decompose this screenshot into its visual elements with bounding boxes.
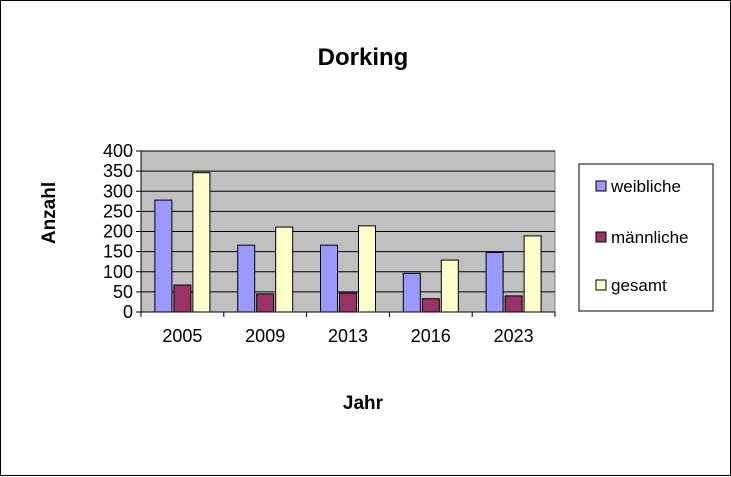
- bar: [154, 199, 173, 313]
- bar: [173, 284, 192, 313]
- x-tick-label: 2005: [162, 326, 202, 346]
- y-tick-label: 250: [103, 201, 133, 221]
- y-tick-label: 100: [103, 262, 133, 282]
- bar: [421, 298, 440, 313]
- bar: [237, 244, 256, 313]
- legend: weibliche männliche gesamt: [578, 163, 714, 312]
- x-tick-label: 2016: [411, 326, 451, 346]
- legend-swatch: [595, 231, 607, 243]
- bar: [275, 226, 294, 313]
- bar: [256, 293, 275, 313]
- x-tick-label: 2013: [328, 326, 368, 346]
- y-tick-label: 300: [103, 181, 133, 201]
- y-tick-label: 200: [103, 222, 133, 242]
- axes: [136, 150, 556, 317]
- bar: [339, 292, 357, 313]
- y-tick-label: 0: [123, 302, 133, 322]
- bar: [440, 259, 459, 313]
- chart-title: Dorking: [318, 44, 409, 71]
- legend-label: männliche: [611, 228, 689, 247]
- x-tick-label: 2009: [245, 326, 285, 346]
- bar: [358, 225, 376, 313]
- y-tick-label: 400: [103, 141, 133, 161]
- x-tick-labels: 2005 2009 2013 2016 2023: [162, 326, 533, 346]
- legend-swatch: [595, 279, 607, 291]
- legend-swatch: [595, 180, 607, 192]
- x-tick-label: 2023: [494, 326, 534, 346]
- legend-label: weibliche: [610, 177, 681, 196]
- bar: [485, 251, 504, 313]
- y-tick-label: 350: [103, 161, 133, 181]
- bar: [504, 295, 523, 313]
- bar: [192, 172, 211, 313]
- bars: [154, 172, 542, 313]
- y-tick-label: 150: [103, 242, 133, 262]
- y-axis-title: Anzahl: [39, 182, 60, 244]
- bar: [320, 244, 338, 313]
- legend-label: gesamt: [611, 276, 667, 295]
- x-axis-title: Jahr: [343, 393, 384, 414]
- bar: [402, 272, 421, 313]
- y-tick-label: 50: [113, 282, 133, 302]
- bar: [523, 235, 542, 313]
